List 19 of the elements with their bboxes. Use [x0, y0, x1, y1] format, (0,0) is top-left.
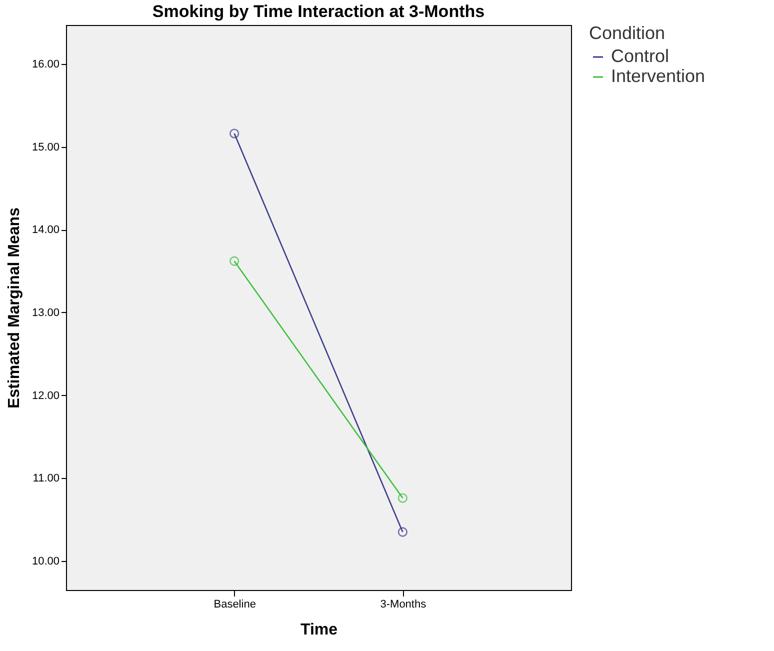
legend-label: Intervention	[611, 66, 706, 86]
chart-title: Smoking by Time Interaction at 3-Months	[152, 2, 485, 21]
point	[230, 128, 240, 138]
point	[398, 527, 408, 537]
x-tick-label: 3-Months	[380, 598, 427, 610]
y-tick-label: 13.00	[32, 306, 60, 319]
x-tick-label: Baseline	[214, 598, 256, 610]
y-tick-label: 12.00	[32, 390, 60, 402]
y-tick-label: 11.00	[32, 472, 60, 485]
x-axis-title: Time	[300, 622, 338, 638]
y-tick-label: 16.00	[32, 58, 60, 70]
y-tick-label: 15.00	[32, 141, 60, 154]
point	[230, 256, 240, 266]
y-tick-label: 10.00	[32, 556, 60, 568]
legend-title: Condition	[589, 23, 666, 43]
y-axis-title: Estimated Marginal Means	[6, 207, 23, 408]
legend-label: Control	[611, 46, 670, 66]
point	[398, 493, 408, 503]
y-tick-label: 14.00	[32, 224, 60, 236]
